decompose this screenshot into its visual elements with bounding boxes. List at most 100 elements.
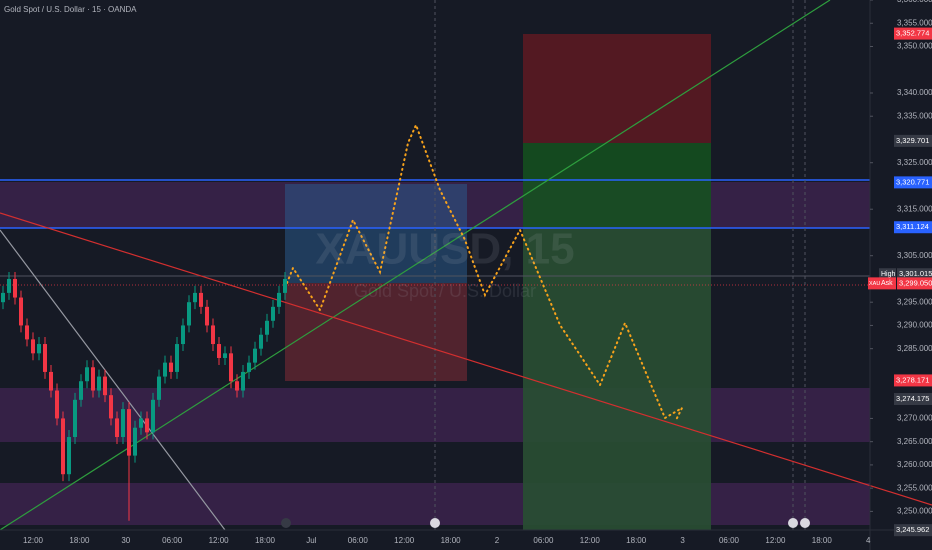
candle-body [163,362,167,377]
candle-body [277,292,281,307]
candle-body [283,278,287,293]
candle-body [157,376,161,400]
price-tag-symbol-label: XAU [869,281,880,287]
candle-body [31,339,35,354]
price-tag-note-label: High [881,271,896,278]
price-tag-note [879,277,896,290]
candle-body [139,418,143,428]
x-tick-label: 18:00 [812,536,833,545]
candle-body [121,409,125,438]
price-tag [894,524,932,537]
y-tick-label: 3,340.000 [897,88,932,97]
price-tag-label: 3,245.962 [896,525,929,534]
y-tick-label: 3,250.000 [897,507,932,516]
price-tag-symbol [868,277,879,290]
price-tag [897,268,932,281]
y-tick-label: 3,350.000 [897,42,932,51]
candle-body [253,348,257,363]
candle-body [151,399,155,433]
price-tag [894,176,932,189]
watermark: XAUUSD, 15 [315,225,574,274]
event-icon[interactable] [281,518,291,528]
candle-body [43,344,47,372]
candle-body [103,376,107,396]
candle-body [193,292,197,303]
candle-body [271,306,275,321]
target-box [285,184,467,283]
candle-body [61,418,65,475]
candle-body [211,325,215,345]
y-tick-label: 3,360.000 [897,0,932,4]
event-icon[interactable] [788,518,798,528]
candle-body [79,381,83,400]
candle-body [19,297,23,326]
x-tick-label: 12:00 [765,536,786,545]
event-icons[interactable] [281,518,810,528]
candle-body [109,395,113,419]
trend-line [0,212,932,506]
trend-line [0,229,226,531]
price-tag [894,374,932,387]
price-tag-label: 3,320.771 [896,177,929,186]
x-tick-label: 4 [866,536,871,545]
trend-line [0,0,831,531]
x-tick-label: 06:00 [533,536,554,545]
candle-body [241,371,245,391]
price-tag-note [879,268,896,281]
candle-body [25,325,29,340]
y-tick-label: 3,285.000 [897,344,932,353]
event-icon[interactable] [430,518,440,528]
candle-body [205,306,209,326]
candle-body [127,409,131,456]
x-tick-label: 12:00 [23,536,44,545]
price-tag [897,277,932,290]
candle-body [49,371,53,391]
drawings [0,0,932,531]
candle-body [169,362,173,372]
candle-body [73,399,77,438]
candle-body [7,278,11,293]
candle-body [229,353,233,382]
candle-body [223,353,227,358]
candle-body [55,390,59,419]
y-tick-label: 3,325.000 [897,158,932,167]
price-tag-label: 3,311.124 [896,222,929,231]
candle-body [175,344,179,372]
candle-body [145,418,149,433]
watermark-subtitle: Gold Spot / U.S. Dollar [354,281,536,301]
candle-body [235,381,239,391]
projection-path [286,122,685,421]
price-tag-label: 3,329.701 [896,136,929,145]
price-tag-label: 3,301.015 [899,269,932,278]
candle-body [115,418,119,438]
price-tag-label: 3,274.175 [896,394,929,403]
x-tick-label: 30 [121,536,130,545]
x-tick-label: 12:00 [580,536,601,545]
candle-body [265,320,269,335]
candle-body [217,344,221,358]
x-tick-label: 18:00 [255,536,276,545]
candle-body [37,344,41,354]
x-tick-label: 18:00 [441,536,462,545]
price-tag-label: 3,278.171 [896,375,929,384]
x-tick-label: 18:00 [69,536,90,545]
candle-body [247,362,251,372]
price-tag [894,27,932,40]
candle-body [67,437,71,475]
y-tick-label: 3,255.000 [897,483,932,492]
x-tick-label: 12:00 [209,536,230,545]
candle-body [187,302,191,326]
candle-body [133,427,137,456]
x-tick-label: 12:00 [394,536,415,545]
event-icon[interactable] [800,518,810,528]
candle-body [259,334,263,349]
x-tick-label: Jul [306,536,316,545]
x-tick-label: 18:00 [626,536,647,545]
chart-title: Gold Spot / U.S. Dollar · 15 · OANDA [4,5,137,14]
overlay [523,228,711,530]
candle-body [181,325,185,345]
price-tag [894,134,932,147]
y-tick-label: 3,270.000 [897,414,932,423]
stop-box [523,34,711,143]
